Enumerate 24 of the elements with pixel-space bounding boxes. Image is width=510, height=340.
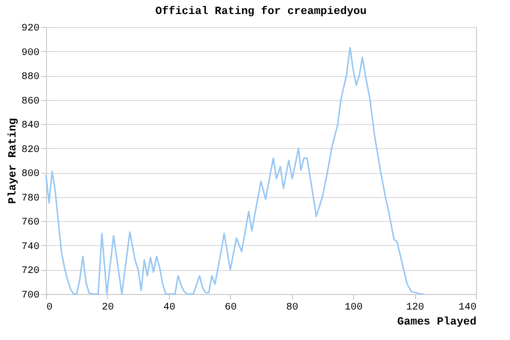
y-tick-label: 840	[21, 120, 40, 132]
x-tick-label: 80	[286, 302, 298, 314]
y-tick-label: 780	[21, 193, 40, 204]
chart-title: Official Rating for creampiedyou	[155, 5, 367, 18]
y-tick-label: 860	[21, 96, 40, 108]
x-tick-label: 20	[102, 302, 114, 314]
y-tick-label: 880	[21, 72, 40, 84]
y-tick-label: 700	[21, 290, 40, 302]
x-tick-label: 140	[458, 302, 476, 314]
x-axis-title: Games Played	[397, 316, 476, 328]
y-tick-label: 820	[21, 144, 40, 156]
x-tick-label: 0	[46, 302, 53, 314]
x-tick-label: 120	[406, 302, 424, 314]
y-tick-label: 760	[21, 218, 40, 229]
y-tick-label: 920	[21, 24, 40, 34]
x-tick-label: 40	[163, 302, 176, 314]
x-tick-label: 60	[224, 302, 237, 314]
y-tick-label: 800	[21, 169, 40, 180]
y-tick-label: 900	[21, 48, 40, 59]
y-tick-label: 720	[21, 266, 40, 278]
y-axis-title: Player Rating	[7, 118, 20, 204]
y-tick-label: 740	[21, 242, 40, 253]
x-tick-label: 100	[344, 302, 363, 314]
line-series	[45, 46, 425, 295]
